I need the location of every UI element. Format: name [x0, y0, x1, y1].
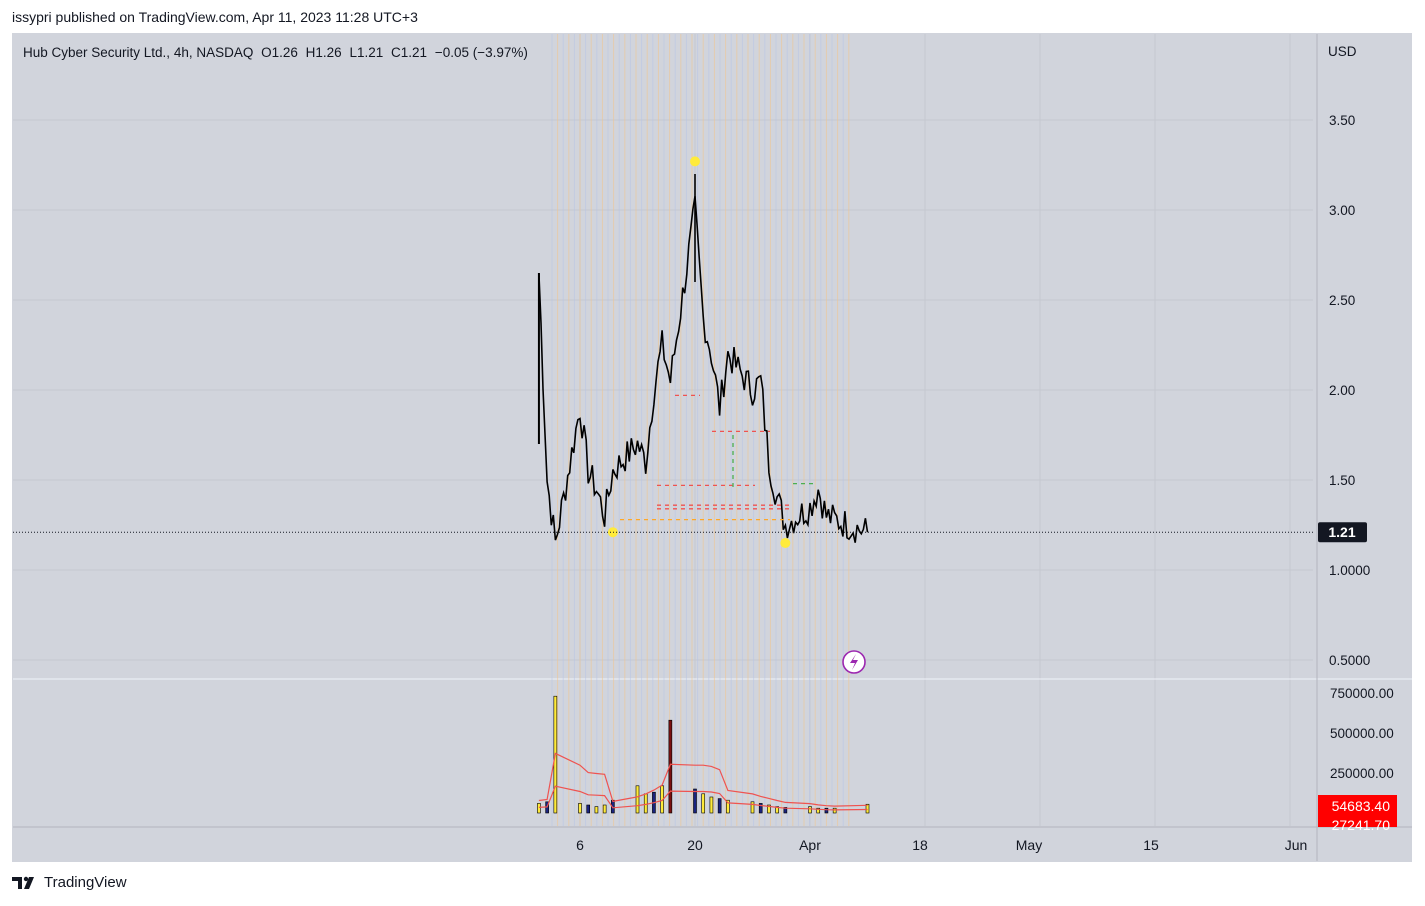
legend-high: H1.26 — [305, 45, 342, 60]
volume-bar — [594, 806, 599, 814]
footer-brand: TradingView — [44, 874, 127, 891]
time-axis-tick: 6 — [576, 837, 584, 853]
volume-bar — [816, 807, 821, 814]
legend-close: C1.21 — [391, 45, 428, 60]
legend-low: L1.21 — [349, 45, 384, 60]
time-axis-tick: May — [1016, 837, 1042, 853]
volume-bar — [701, 793, 706, 814]
last-volume-badge — [1318, 795, 1397, 816]
volume-bar — [602, 804, 607, 814]
price-series-line — [538, 196, 869, 543]
symbol-name: Hub Cyber Security Ltd., 4h, NASDAQ — [23, 45, 254, 60]
volume-bar — [832, 807, 837, 814]
last-price-badge — [1318, 522, 1367, 543]
volume-bar — [709, 796, 714, 814]
price-axis-tick: 1.50 — [1329, 473, 1355, 488]
price-axis-tick: 2.00 — [1329, 383, 1355, 398]
last-price-label: 1.21 — [1328, 524, 1355, 540]
lightning-icon — [850, 654, 858, 670]
price-axis-tick: 1.0000 — [1329, 563, 1370, 578]
tradingview-logo[interactable]: TradingView — [12, 874, 127, 891]
volume-bar — [758, 803, 763, 814]
volume-bar — [865, 803, 870, 814]
price-axis-currency: USD — [1328, 44, 1357, 59]
volume-bar — [693, 788, 697, 814]
time-axis-tick: Jun — [1285, 837, 1308, 853]
tradingview-logo-icon — [12, 876, 34, 889]
last-volume-label: 54683.40 — [1332, 798, 1391, 814]
volume-axis-tick: 750000.00 — [1330, 686, 1394, 701]
time-axis-tick: 15 — [1143, 837, 1159, 853]
published-info: issypri published on TradingView.com, Ap… — [12, 9, 418, 25]
price-axis-tick: 3.00 — [1329, 203, 1355, 218]
price-axis-tick: 2.50 — [1329, 293, 1355, 308]
ma-volume-label: 27241.70 — [1332, 817, 1391, 833]
volume-axis-tick: 250000.00 — [1330, 766, 1394, 781]
time-axis-tick: Apr — [799, 837, 821, 853]
volume-bar — [767, 804, 771, 814]
symbol-legend: Hub Cyber Security Ltd., 4h, NASDAQ O1.2… — [23, 45, 532, 60]
marker-dot — [780, 538, 791, 548]
volume-bar — [635, 785, 640, 814]
price-axis-tick: 0.5000 — [1329, 653, 1370, 668]
volume-bar — [717, 798, 722, 814]
marker-dot — [607, 527, 618, 538]
volume-bar — [775, 806, 779, 814]
volume-bar — [586, 804, 591, 814]
volume-bar — [726, 799, 730, 814]
marker-dot — [690, 156, 700, 167]
ma-volume-badge — [1318, 816, 1397, 827]
volume-bar — [783, 807, 788, 814]
volume-bar — [578, 803, 582, 814]
volume-bar — [824, 807, 829, 814]
volume-ma-line — [538, 752, 868, 807]
volume-axis-tick: 500000.00 — [1330, 726, 1394, 741]
legend-change: −0.05 (−3.97%) — [434, 45, 528, 60]
time-axis-tick: 18 — [912, 837, 928, 853]
chart-frame[interactable] — [12, 33, 1412, 862]
time-axis-tick: 20 — [687, 837, 703, 853]
volume-bar — [808, 806, 812, 814]
volume-bar — [643, 793, 648, 814]
volume-bar — [750, 801, 755, 814]
price-axis-tick: 3.50 — [1329, 113, 1355, 128]
volume-ma-line — [538, 785, 868, 811]
legend-open: O1.26 — [261, 45, 298, 60]
volume-bar — [537, 803, 541, 814]
